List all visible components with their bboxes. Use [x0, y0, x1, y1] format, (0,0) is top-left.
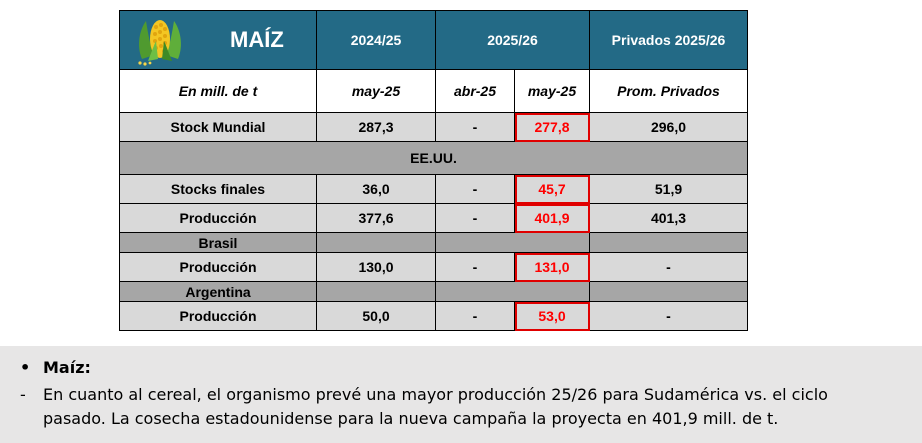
note-text-2: pasado. La cosecha estadounidense para l…	[43, 409, 779, 428]
cell-value: 50,0	[316, 301, 436, 331]
corn-icon	[138, 20, 181, 66]
note-line-1: - En cuanto al cereal, el organismo prevé…	[20, 385, 828, 404]
note-title: Maíz:	[43, 358, 91, 377]
cell-value-highlight: 277,8	[514, 112, 590, 142]
col-header-2024-25: 2024/25	[316, 10, 436, 70]
table-row: Stocks finales 36,0 - 45,7 51,9	[119, 174, 748, 204]
row-label: Producción	[119, 252, 317, 282]
table-row: Producción 377,6 - 401,9 401,3	[119, 203, 748, 233]
cell-value: -	[589, 301, 748, 331]
section-row: EE.UU.	[119, 141, 748, 175]
region-row: Brasil	[119, 232, 748, 253]
subheader-may25-a: may-25	[316, 69, 436, 113]
commentary-box: • Maíz: - En cuanto al cereal, el organism…	[0, 346, 922, 443]
col-header-privados: Privados 2025/26	[589, 10, 748, 70]
cell-value: 130,0	[316, 252, 436, 282]
region-row: Argentina	[119, 281, 748, 302]
maiz-table: MAÍZ 2024/25 2025/26 Privados 2025/26 En…	[119, 10, 748, 331]
note-title-line: • Maíz:	[20, 358, 91, 377]
bullet-marker: •	[20, 358, 31, 377]
table-row: Producción 130,0 - 131,0 -	[119, 252, 748, 282]
table-title: MAÍZ	[230, 27, 284, 52]
table-row: Stock Mundial 287,3 - 277,8 296,0	[119, 112, 748, 142]
cell-value: -	[435, 174, 515, 204]
cell-value: -	[435, 203, 515, 233]
note-text-1: En cuanto al cereal, el organismo prevé …	[43, 385, 828, 404]
dash-marker: -	[20, 385, 26, 404]
cell-value-highlight: 53,0	[514, 301, 590, 331]
subheader-prom-privados: Prom. Privados	[589, 69, 748, 113]
col-header-2025-26: 2025/26	[435, 10, 590, 70]
cell-value: -	[589, 252, 748, 282]
cell-value-highlight: 131,0	[514, 252, 590, 282]
cell-value: 36,0	[316, 174, 436, 204]
row-label: Producción	[119, 301, 317, 331]
cell-value: 377,6	[316, 203, 436, 233]
title-cell: MAÍZ	[119, 10, 317, 70]
cell-value-highlight: 45,7	[514, 174, 590, 204]
row-label: Stocks finales	[119, 174, 317, 204]
table-row: Producción 50,0 - 53,0 -	[119, 301, 748, 331]
cell-value: 296,0	[589, 112, 748, 142]
cell-value: -	[435, 112, 515, 142]
cell-value: 287,3	[316, 112, 436, 142]
unit-label: En mill. de t	[119, 69, 317, 113]
cell-value: 51,9	[589, 174, 748, 204]
header-row: MAÍZ 2024/25 2025/26 Privados 2025/26	[119, 10, 748, 70]
cell-value: 401,3	[589, 203, 748, 233]
section-eeuu: EE.UU.	[119, 141, 748, 175]
cell-value: -	[435, 301, 515, 331]
subheader-abr25: abr-25	[435, 69, 515, 113]
subheader-may25-b: may-25	[514, 69, 590, 113]
subheader-row: En mill. de t may-25 abr-25 may-25 Prom.…	[119, 69, 748, 113]
row-label: Producción	[119, 203, 317, 233]
cell-value: -	[435, 252, 515, 282]
region-argentina: Argentina	[119, 281, 317, 302]
cell-value-highlight: 401,9	[514, 203, 590, 233]
region-brasil: Brasil	[119, 232, 317, 253]
row-label: Stock Mundial	[119, 112, 317, 142]
